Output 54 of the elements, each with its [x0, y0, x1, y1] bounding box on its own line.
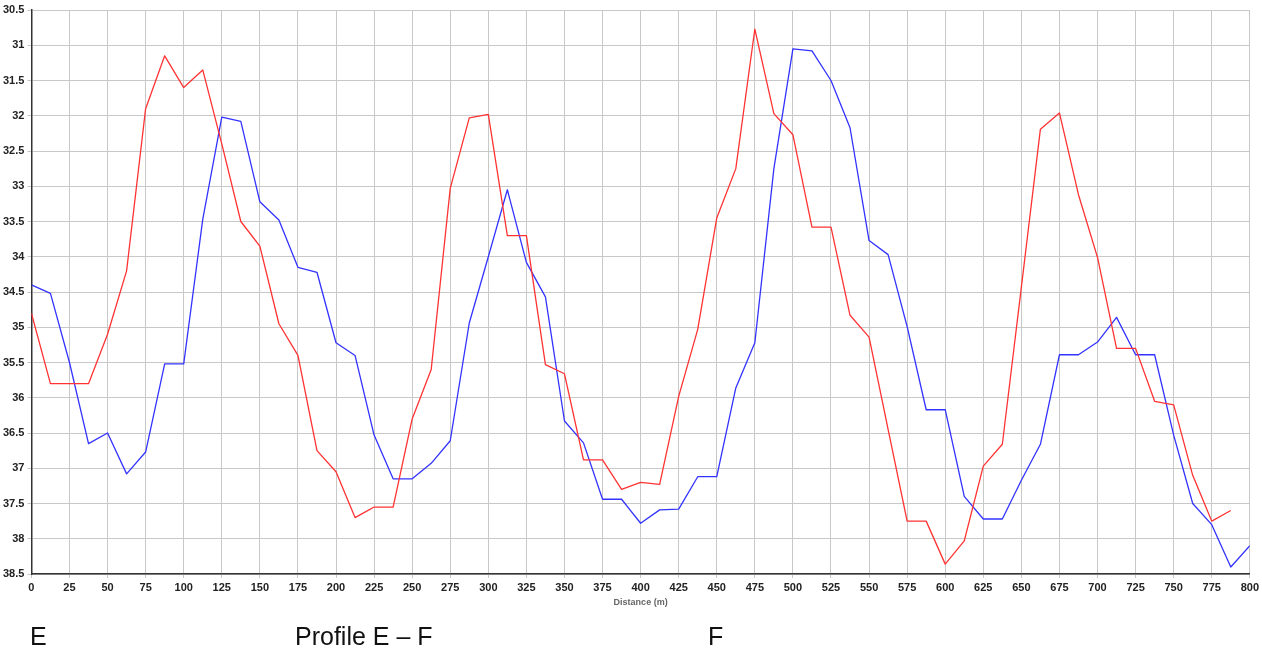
x-tick-label: 250 — [402, 580, 422, 593]
x-tick-label: 50 — [101, 580, 114, 593]
x-tick-label: 475 — [745, 580, 765, 593]
x-tick-label: 125 — [212, 580, 231, 593]
y-tick-label: 31 — [12, 38, 25, 51]
y-tick-label: 38.5 — [2, 567, 25, 580]
x-tick-label: 575 — [897, 580, 917, 593]
x-tick-label: 25 — [63, 580, 76, 593]
x-tick-label: 375 — [593, 580, 612, 593]
x-tick-label: 325 — [517, 580, 536, 593]
y-tick-label: 35.5 — [2, 355, 25, 368]
x-tick-label: 300 — [479, 580, 498, 593]
x-tick-label: 400 — [631, 580, 650, 593]
x-tick-label: 275 — [441, 580, 460, 593]
y-tick-label: 37 — [12, 461, 25, 474]
x-tick-label: 700 — [1088, 580, 1107, 593]
y-tick-label: 37.5 — [2, 496, 25, 509]
x-tick-label: 500 — [783, 580, 803, 593]
y-tick-label: 36 — [12, 390, 25, 403]
x-tick-label: 175 — [288, 580, 308, 593]
x-tick-label: 350 — [555, 580, 574, 593]
x-tick-label: 725 — [1126, 580, 1145, 593]
y-tick-label: 35 — [12, 320, 25, 333]
x-tick-label: 425 — [669, 580, 688, 593]
y-tick-label: 34.5 — [2, 285, 25, 298]
x-tick-label: 450 — [707, 580, 726, 593]
y-tick-label: 33.5 — [2, 214, 25, 227]
text: E — [30, 622, 47, 651]
x-tick-label: 75 — [139, 580, 152, 593]
x-tick-label: 100 — [174, 580, 193, 593]
x-tick-label: 225 — [364, 580, 384, 593]
x-tick-label: 800 — [1240, 580, 1259, 593]
text: F — [708, 622, 724, 651]
x-tick-label: 200 — [326, 580, 346, 593]
y-tick-label: 36.5 — [2, 426, 25, 439]
text: Profile E – F — [295, 622, 433, 651]
x-tick-label: 150 — [250, 580, 270, 593]
x-tick-label: 625 — [974, 580, 993, 593]
y-tick-label: 33 — [12, 179, 25, 192]
x-tick-label: 525 — [821, 580, 841, 593]
x-tick-label: 600 — [936, 580, 955, 593]
y-tick-label: 38 — [12, 531, 25, 544]
y-tick-label: 31.5 — [2, 73, 25, 86]
x-axis-title: Distance (m) — [613, 597, 668, 608]
y-tick-label: 34 — [12, 249, 26, 262]
x-tick-label: 650 — [1012, 580, 1031, 593]
y-tick-label: 32.5 — [2, 144, 25, 157]
y-tick-label: 32 — [12, 108, 25, 121]
x-tick-label: 750 — [1164, 580, 1183, 593]
x-tick-label: 775 — [1202, 580, 1221, 593]
x-tick-label: 550 — [859, 580, 879, 593]
x-tick-label: 675 — [1050, 580, 1069, 593]
y-tick-label: 30.5 — [2, 3, 25, 16]
x-tick-label: 0 — [28, 580, 35, 593]
